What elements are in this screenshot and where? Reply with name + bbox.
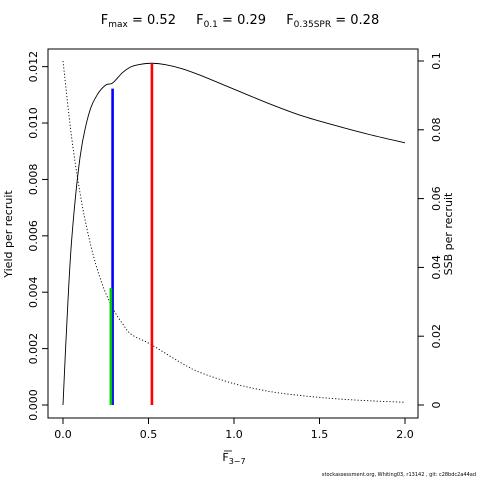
y-tick-label-left: 0.006 [27,220,40,252]
yield-per-recruit-curve [62,62,406,406]
y-tick-label-left: 0.004 [27,276,40,308]
y-tick-label-right: 0.1 [430,52,443,70]
y-tick-label-left: 0.012 [27,51,40,83]
ssb-per-recruit-curve [62,60,406,403]
x-tick-label: 1.5 [311,428,329,441]
y-tick-label-left: 0.000 [27,389,40,421]
x-tick-label: 2.0 [396,428,414,441]
y-tick-label-right: 0.04 [430,255,443,280]
y-tick-label-right: 0.06 [430,186,443,211]
footer-note: stockassessment.org, Whiting03, r13142 ,… [321,472,476,478]
plot-frame [47,48,419,419]
x-tick-label: 1.0 [225,428,243,441]
y-axis-title-right: SSB per recruit [442,192,455,275]
y-axis-title-left: Yield per recruit [2,190,15,279]
y-tick-label-right: 0 [430,402,443,409]
y-tick-label-left: 0.008 [27,164,40,196]
title-term-fmax: Fmax = 0.52 [100,13,176,30]
x-axis-title: F3−7 [222,451,245,466]
chart-title: Fmax = 0.52 F0.1 = 0.29 F0.35SPR = 0.28 [0,13,480,30]
x-tick-label: 0.0 [54,428,72,441]
x-tick-label: 0.5 [140,428,158,441]
y-tick-label-left: 0.010 [27,107,40,138]
y-tick-label-right: 0.08 [430,118,443,143]
title-term-f01: F0.1 = 0.29 [196,13,267,30]
y-tick-label-left: 0.002 [27,333,40,365]
title-term-f035spr: F0.35SPR = 0.28 [286,13,380,30]
y-tick-label-right: 0.02 [430,324,443,349]
